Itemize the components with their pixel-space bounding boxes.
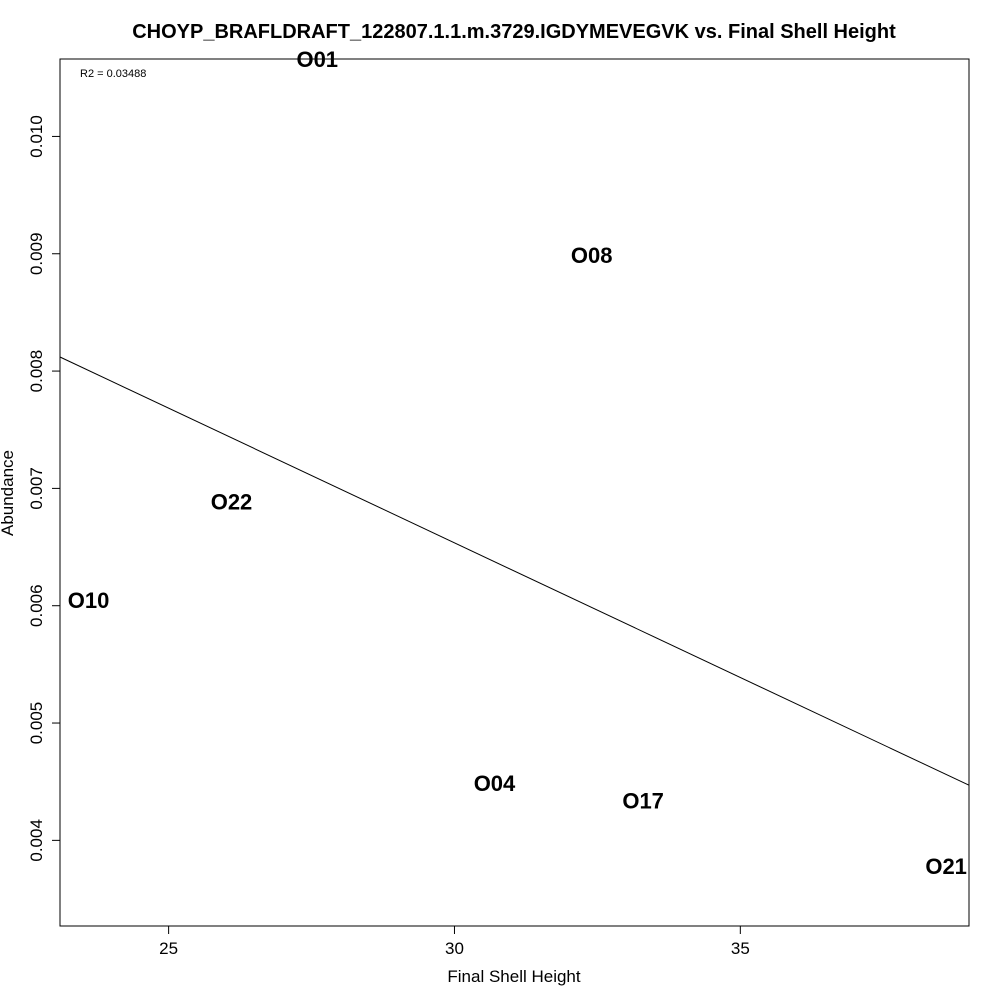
data-point-labels: O01 O08 O22 O10 O04 O17 O21 bbox=[68, 47, 967, 879]
y-tick-label: 0.007 bbox=[27, 467, 46, 510]
point-label: O08 bbox=[571, 243, 613, 268]
r2-annotation: R2 = 0.03488 bbox=[80, 68, 146, 80]
x-axis-label: Final Shell Height bbox=[447, 967, 581, 986]
x-tick-label: 30 bbox=[445, 939, 464, 958]
point-label: O17 bbox=[622, 788, 664, 813]
y-axis-label: Abundance bbox=[0, 450, 17, 536]
x-tick-label: 25 bbox=[159, 939, 178, 958]
y-tick-label: 0.008 bbox=[27, 350, 46, 393]
x-axis: 25 30 35 bbox=[159, 926, 750, 958]
y-tick-label: 0.009 bbox=[27, 232, 46, 275]
point-label: O21 bbox=[925, 854, 967, 879]
y-tick-label: 0.010 bbox=[27, 115, 46, 158]
chart-title: CHOYP_BRAFLDRAFT_122807.1.1.m.3729.IGDYM… bbox=[132, 21, 896, 43]
point-label: O04 bbox=[474, 771, 516, 796]
x-tick-label: 35 bbox=[731, 939, 750, 958]
point-label: O22 bbox=[211, 489, 253, 514]
point-label: O10 bbox=[68, 588, 110, 613]
trend-line-layer bbox=[59, 356, 970, 786]
y-tick-label: 0.004 bbox=[27, 819, 46, 862]
trend-line bbox=[59, 356, 970, 786]
y-tick-label: 0.006 bbox=[27, 584, 46, 627]
plot-frame bbox=[59, 58, 970, 927]
y-axis: 0.004 0.005 0.006 0.007 0.008 0.009 0.010 bbox=[27, 115, 60, 862]
point-label: O01 bbox=[296, 47, 338, 72]
y-tick-label: 0.005 bbox=[27, 702, 46, 745]
